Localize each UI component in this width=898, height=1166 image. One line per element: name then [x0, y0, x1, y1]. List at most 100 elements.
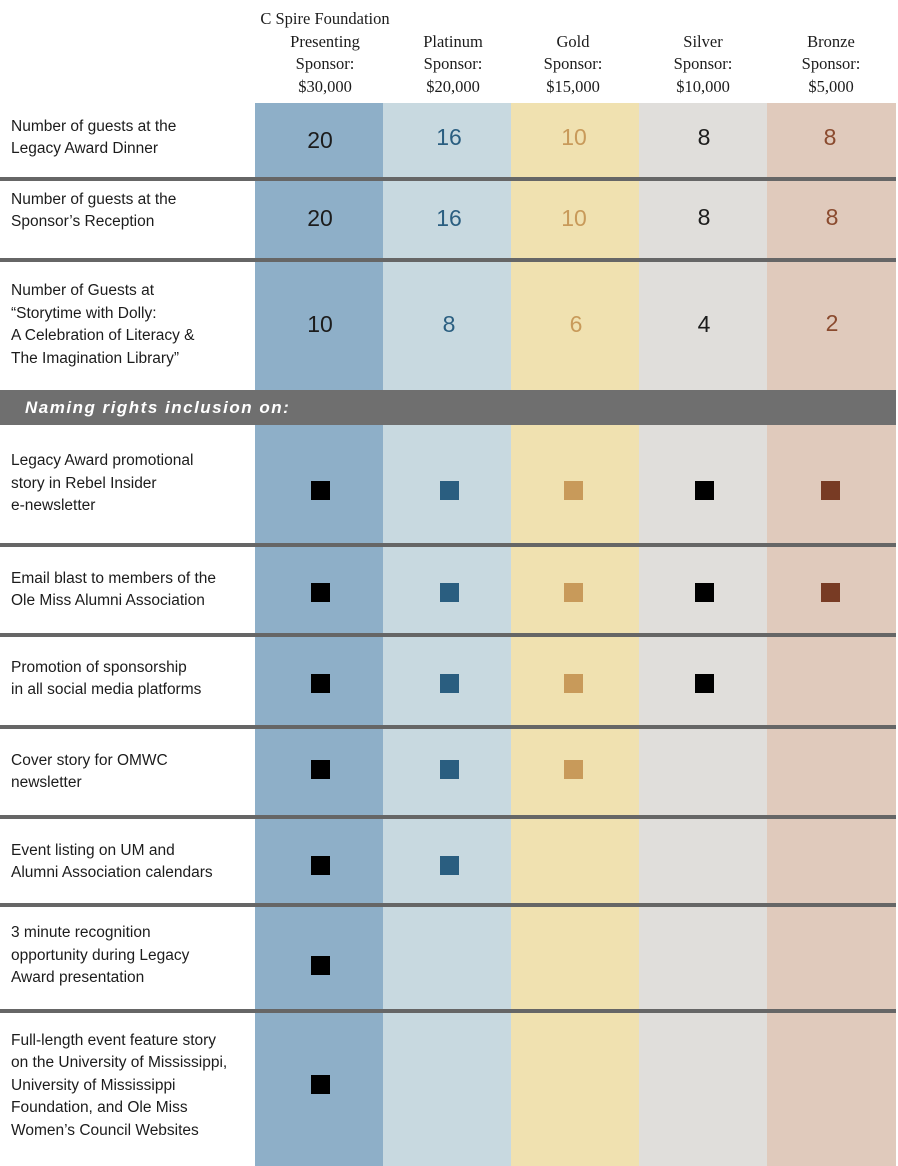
row-label-omwc-cover-story: Cover story for OMWC newsletter: [11, 749, 251, 795]
row-divider: [0, 1009, 896, 1013]
row-label-dinner-guests: Number of guests at the Legacy Award Din…: [11, 110, 251, 166]
header-line: Sponsor:: [801, 54, 861, 73]
row-divider: [0, 177, 896, 181]
included-marker-platinum: [440, 583, 459, 602]
value-platinum: 16: [436, 205, 462, 231]
platinum-sponsor-header: Platinum Sponsor: $20,000: [393, 6, 513, 98]
row-label-line: 3 minute recognition: [11, 924, 151, 942]
row-label-recognition-opportunity: 3 minute recognition opportunity during …: [11, 922, 251, 990]
header-line: Gold: [556, 31, 590, 51]
row-label-rebel-insider-story: Legacy Award promotional story in Rebel …: [11, 450, 251, 518]
value-gold: 10: [561, 124, 587, 150]
included-marker-presenting: [311, 674, 330, 693]
gold-sponsor-header: Gold Sponsor: $15,000: [513, 6, 633, 98]
row-label-line: Sponsor’s Reception: [11, 213, 155, 230]
header-line: Sponsor:: [673, 54, 733, 73]
row-divider: [0, 903, 896, 907]
row-label-line: University of Mississippi: [11, 1076, 176, 1094]
row-label-line: Alumni Association calendars: [11, 864, 213, 881]
row-divider: [0, 633, 896, 637]
row-label-line: Cover story for OMWC: [11, 751, 168, 769]
row-divider: [0, 725, 896, 729]
row-label-line: Email blast to members of the: [11, 569, 217, 587]
row-label-line: story in Rebel Insider: [11, 474, 157, 492]
row-label-line: Foundation, and Ole Miss: [11, 1099, 188, 1117]
row-label-event-listing: Event listing on UM and Alumni Associati…: [11, 839, 251, 885]
header-line: C Spire Foundation: [260, 9, 390, 28]
included-marker-platinum: [440, 760, 459, 779]
row-label-line: Award presentation: [11, 969, 145, 987]
row-label-line: “Storytime with Dolly:: [11, 304, 157, 322]
included-marker-presenting: [311, 481, 330, 500]
included-marker-platinum: [440, 856, 459, 875]
included-marker-bronze: [821, 481, 840, 500]
header-line: $5,000: [808, 76, 854, 96]
value-silver: 8: [697, 204, 711, 230]
value-platinum: 16: [436, 124, 462, 150]
row-label-line: e-newsletter: [11, 497, 96, 515]
row-label-line: The Imagination Library”: [11, 349, 179, 367]
included-marker-presenting: [311, 583, 330, 602]
value-bronze: 8: [825, 204, 839, 230]
row-label-social-media: Promotion of sponsorship in all social m…: [11, 656, 251, 702]
value-presenting: 20: [307, 205, 333, 231]
header-line: Sponsor:: [295, 54, 355, 73]
row-label-line: in all social media platforms: [11, 681, 202, 698]
row-label-storytime-guests: Number of Guests at “Storytime with Doll…: [11, 275, 251, 375]
included-marker-gold: [564, 760, 583, 779]
header-line: $10,000: [676, 76, 730, 96]
included-marker-bronze: [821, 583, 840, 602]
value-presenting: 10: [307, 311, 333, 337]
header-line: Sponsor:: [423, 54, 483, 73]
presenting-sponsor-header: C Spire Foundation Presenting Sponsor: $…: [240, 6, 410, 98]
row-label-line: Number of guests at the: [11, 117, 177, 135]
included-marker-presenting: [311, 856, 330, 875]
silver-sponsor-header: Silver Sponsor: $10,000: [643, 6, 763, 98]
value-bronze: 8: [823, 124, 837, 150]
included-marker-presenting: [311, 956, 330, 975]
naming-rights-section-header: Naming rights inclusion on:: [0, 390, 896, 425]
included-marker-presenting: [311, 1075, 330, 1094]
row-label-line: Women’s Council Websites: [11, 1121, 199, 1139]
header-line: Platinum: [423, 31, 483, 51]
included-marker-presenting: [311, 760, 330, 779]
header-line: Bronze: [807, 31, 855, 51]
value-silver: 4: [697, 311, 711, 337]
row-label-line: newsletter: [11, 774, 82, 791]
included-marker-gold: [564, 674, 583, 693]
header-line: Sponsor:: [543, 54, 603, 73]
row-label-email-blast: Email blast to members of the Ole Miss A…: [11, 567, 251, 613]
section-title: Naming rights inclusion on:: [25, 397, 291, 417]
row-divider: [0, 258, 896, 262]
row-label-feature-story: Full-length event feature story on the U…: [11, 1029, 251, 1143]
header-line: $15,000: [546, 76, 600, 96]
included-marker-silver: [695, 674, 714, 693]
header-line: Silver: [683, 31, 723, 51]
header-line: $20,000: [426, 76, 480, 96]
row-label-line: Legacy Award Dinner: [11, 140, 159, 157]
included-marker-silver: [695, 481, 714, 500]
included-marker-platinum: [440, 481, 459, 500]
included-marker-gold: [564, 481, 583, 500]
bronze-sponsor-header: Bronze Sponsor: $5,000: [771, 6, 891, 98]
included-marker-silver: [695, 583, 714, 602]
value-bronze: 2: [825, 310, 839, 336]
row-label-line: Full-length event feature story: [11, 1031, 217, 1049]
row-divider: [0, 815, 896, 819]
row-label-reception-guests: Number of guests at the Sponsor’s Recept…: [11, 183, 251, 239]
included-marker-platinum: [440, 674, 459, 693]
value-gold: 6: [569, 311, 583, 337]
row-label-line: Event listing on UM and: [11, 841, 175, 859]
row-label-line: A Celebration of Literacy &: [11, 327, 195, 344]
row-label-line: Promotion of sponsorship: [11, 658, 187, 676]
value-silver: 8: [697, 124, 711, 150]
row-divider: [0, 543, 896, 547]
included-marker-gold: [564, 583, 583, 602]
header-line: Presenting: [290, 31, 360, 51]
value-platinum: 8: [442, 311, 456, 337]
row-label-line: Legacy Award promotional: [11, 452, 194, 470]
value-gold: 10: [561, 205, 587, 231]
row-label-line: Ole Miss Alumni Association: [11, 592, 205, 609]
row-label-line: Number of guests at the: [11, 190, 177, 208]
row-label-line: Number of Guests at: [11, 282, 155, 299]
